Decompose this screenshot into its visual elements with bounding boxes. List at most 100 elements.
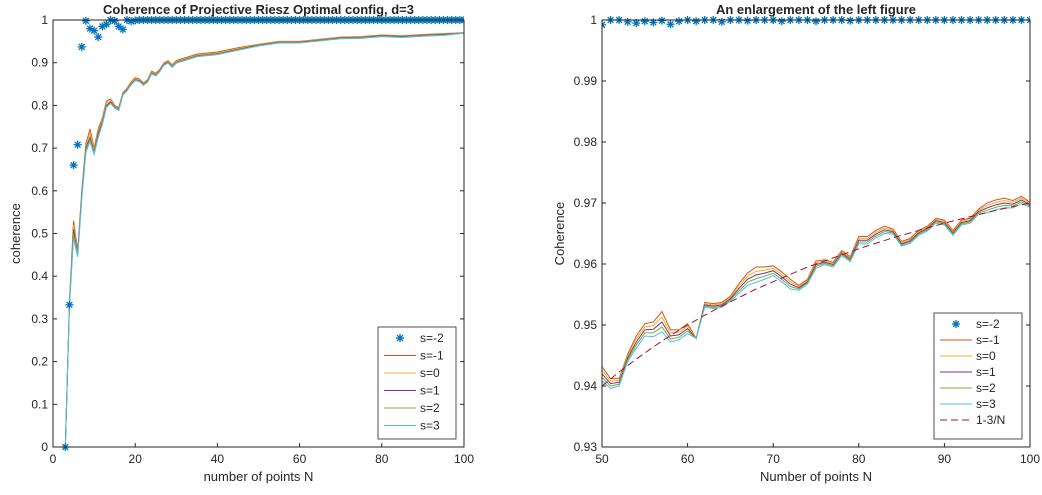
legend-item: s=1 <box>384 384 440 398</box>
legend-label: 1-3/N <box>976 413 1005 427</box>
legend-item: s=2 <box>940 381 996 395</box>
data-point <box>692 17 701 26</box>
plot-frame <box>52 19 465 448</box>
data-point <box>846 16 855 25</box>
legend-label: s=3 <box>976 397 996 411</box>
y-tick-label: 0.6 <box>31 184 48 198</box>
data-point <box>675 17 684 26</box>
data-point <box>69 161 78 170</box>
y-tick-label: 1 <box>590 13 597 27</box>
plot-frame <box>601 19 1031 448</box>
data-point <box>114 22 123 31</box>
legend-label: s=0 <box>420 366 440 380</box>
legend-item: s=3 <box>940 397 996 411</box>
data-point <box>65 300 74 309</box>
y-axis-label: coherence <box>8 203 23 264</box>
data-point <box>657 16 666 25</box>
legend-box <box>933 312 1023 440</box>
data-point <box>640 17 649 26</box>
x-tick-label: 70 <box>767 452 781 466</box>
y-tick-label: 0.3 <box>31 312 48 326</box>
legend-item: s=3 <box>384 419 440 433</box>
legend-item: s=2 <box>384 401 440 415</box>
legend-label: s=-1 <box>420 349 444 363</box>
legend-marker <box>396 334 404 342</box>
legend-label: s=1 <box>976 365 996 379</box>
data-point <box>602 20 606 29</box>
legend: s=-2 s=-1 s=0 s=1 s=2 s=3 <box>377 326 457 440</box>
y-tick-label: 0.8 <box>31 98 48 112</box>
legend-item: s=0 <box>384 366 440 380</box>
y-tick-label: 0.2 <box>31 355 48 369</box>
legend-label: s=-2 <box>976 317 1000 331</box>
legend-item: s=-2 <box>396 331 444 345</box>
y-tick-label: 0 <box>41 440 48 454</box>
legend-box <box>377 326 457 440</box>
data-point <box>90 26 99 35</box>
data-point <box>623 17 632 26</box>
legend-label: s=-2 <box>420 331 444 345</box>
data-point <box>73 140 82 149</box>
x-tick-label: 0 <box>50 452 57 466</box>
series-line-s=1 <box>602 199 1030 385</box>
legend-label: s=1 <box>420 384 440 398</box>
x-tick-label: 60 <box>293 452 307 466</box>
x-tick-label: 100 <box>1020 452 1040 466</box>
legend-item: s=0 <box>940 349 996 363</box>
data-point <box>743 16 752 25</box>
data-point <box>77 42 86 51</box>
series-line-s=3 <box>64 32 464 448</box>
legend-label: s=2 <box>976 381 996 395</box>
data-point <box>812 17 820 26</box>
x-tick-label: 60 <box>681 452 695 466</box>
legend-label: s=2 <box>420 401 440 415</box>
x-tick-label: 80 <box>375 452 389 466</box>
x-tick-label: 80 <box>852 452 866 466</box>
y-tick-label: 0.96 <box>574 257 598 271</box>
legend: s=-2 s=-1 s=0 s=1 s=2 s=3 1-3/N <box>933 312 1023 440</box>
x-tick-label: 90 <box>938 452 952 466</box>
y-tick-label: 0.94 <box>574 379 598 393</box>
series-line-1-3/N <box>602 202 1030 387</box>
y-tick-label: 0.4 <box>31 269 48 283</box>
legend-item: 1-3/N <box>940 413 1005 427</box>
y-tick-label: 0.1 <box>31 397 48 411</box>
data-point <box>94 33 103 42</box>
series-line-s=0 <box>602 197 1030 382</box>
y-tick-label: 0.99 <box>574 74 598 88</box>
x-axis-label: number of points N <box>204 469 314 484</box>
chart-title: Coherence of Projective Riesz Optimal co… <box>103 2 414 17</box>
legend-item: s=-1 <box>384 349 444 363</box>
left-chart: 0 20 40 60 80 100 0 0.1 0.2 0.3 0.4 0.5 0.6 0.7 0.8 0.9… <box>8 2 474 484</box>
y-tick-label: 0.5 <box>31 227 48 241</box>
legend-item: s=-2 <box>952 317 1000 331</box>
data-point <box>777 17 786 26</box>
y-tick-label: 0.93 <box>574 440 598 454</box>
x-tick-label: 20 <box>129 452 143 466</box>
series-line-s=2 <box>602 201 1030 387</box>
x-axis-label: Number of points N <box>760 469 872 484</box>
chart-title: An enlargement of the left figure <box>716 2 916 17</box>
legend-label: s=3 <box>420 419 440 433</box>
y-tick-label: 0.9 <box>31 56 48 70</box>
y-tick-label: 0.98 <box>574 135 598 149</box>
y-tick-label: 0.97 <box>574 196 598 210</box>
legend-marker <box>952 320 960 328</box>
x-tick-label: 40 <box>211 452 225 466</box>
x-tick-label: 50 <box>595 452 609 466</box>
legend-label: s=0 <box>976 349 996 363</box>
x-tick-label: 100 <box>454 452 474 466</box>
data-point <box>666 20 675 29</box>
y-tick-label: 0.7 <box>31 141 48 155</box>
series-line-s=-1 <box>602 195 1030 380</box>
data-point <box>649 18 658 27</box>
y-tick-label: 1 <box>41 13 48 27</box>
right-chart: 50 60 70 80 90 100 0.93 0.94 0.95 0.96 0.97 0.98 0.9… <box>552 2 1040 484</box>
data-point <box>118 25 127 34</box>
legend-item: s=-1 <box>940 333 1000 347</box>
legend-item: s=1 <box>940 365 996 379</box>
data-point <box>81 16 90 25</box>
data-point <box>110 16 119 25</box>
series-line-s=3 <box>602 203 1030 389</box>
